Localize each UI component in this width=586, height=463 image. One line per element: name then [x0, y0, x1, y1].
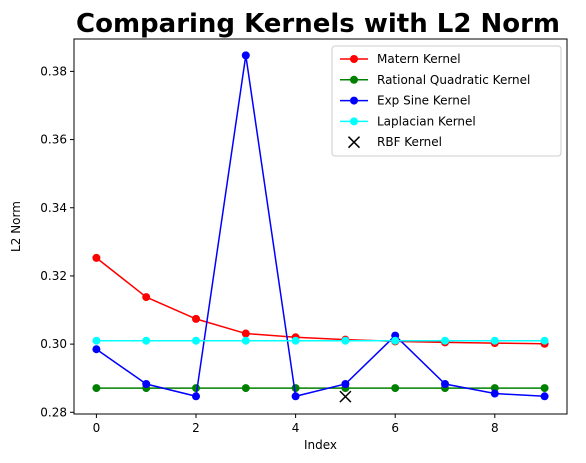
legend-marker-exp-sine-kernel	[350, 96, 358, 105]
legend-label-matern-kernel: Matern Kernel	[377, 52, 461, 66]
data-point-matern-kernel	[241, 329, 250, 338]
x-axis: 0 2 4 6 8	[93, 414, 499, 435]
data-point-exp-sine-kernel	[192, 392, 201, 401]
data-point-exp-sine-kernel	[440, 380, 449, 388]
data-point-rbf-kernel	[339, 390, 352, 403]
y-axis: 0.28 0.30 0.32 0.34 0.36 0.38	[40, 64, 74, 419]
plot-frame	[73, 38, 568, 415]
data-point-laplacian-kernel	[192, 336, 201, 345]
data-point-laplacian-kernel	[490, 336, 499, 345]
data-point-matern-kernel	[192, 314, 201, 323]
legend-item-rational-quadratic-kernel: Rational Quadratic Kernel	[340, 73, 530, 87]
data-point-exp-sine-kernel	[142, 380, 151, 388]
legend-item-rbf-kernel: RBF Kernel	[347, 135, 442, 149]
legend-marker-rbf-kernel	[347, 136, 361, 149]
data-point-rational-quadratic-kernel	[291, 384, 300, 393]
chart-title: Comparing Kernels with L2 Norm	[76, 9, 560, 39]
y-tick-label: 0.32	[40, 269, 67, 283]
y-tick-label: 0.30	[40, 337, 67, 351]
data-point-exp-sine-kernel	[540, 392, 549, 401]
x-tick-label: 4	[292, 421, 300, 435]
data-point-laplacian-kernel	[291, 336, 300, 345]
legend-label-rational-quadratic-kernel: Rational Quadratic Kernel	[377, 73, 530, 87]
data-point-laplacian-kernel	[440, 336, 449, 345]
y-axis-label: L2 Norm	[9, 201, 23, 252]
y-tick-label: 0.36	[40, 133, 67, 147]
data-point-exp-sine-kernel	[490, 389, 499, 398]
x-tick-label: 6	[391, 421, 399, 435]
plot-marks	[92, 51, 549, 403]
data-point-laplacian-kernel	[540, 336, 549, 345]
data-point-laplacian-kernel	[341, 336, 350, 345]
data-point-matern-kernel	[142, 293, 151, 302]
data-point-laplacian-kernel	[142, 336, 151, 345]
x-tick-label: 2	[192, 421, 200, 435]
x-tick-label: 8	[491, 421, 499, 435]
legend-box	[331, 45, 562, 157]
data-point-exp-sine-kernel	[92, 345, 101, 354]
legend-marker-matern-kernel	[350, 55, 358, 63]
series-line-exp-sine-kernel	[95, 55, 545, 398]
data-point-laplacian-kernel	[92, 336, 101, 345]
legend-marker-rational-quadratic-kernel	[350, 75, 358, 84]
series-line-matern-kernel	[95, 257, 545, 345]
y-tick-label: 0.34	[40, 201, 67, 215]
data-point-exp-sine-kernel	[241, 51, 250, 60]
data-point-exp-sine-kernel	[341, 380, 350, 388]
x-axis-label: Index	[304, 438, 337, 452]
data-point-rational-quadratic-kernel	[192, 384, 201, 393]
legend-marker-laplacian-kernel	[350, 117, 358, 126]
data-point-rational-quadratic-kernel	[540, 384, 549, 393]
legend-item-laplacian-kernel: Laplacian Kernel	[340, 114, 476, 128]
x-tick-label: 0	[93, 421, 101, 435]
legend-item-exp-sine-kernel: Exp Sine Kernel	[340, 94, 471, 108]
data-point-exp-sine-kernel	[291, 392, 300, 401]
data-point-rational-quadratic-kernel	[391, 384, 400, 393]
data-point-laplacian-kernel	[391, 336, 400, 345]
data-point-matern-kernel	[92, 253, 101, 262]
data-point-laplacian-kernel	[241, 336, 250, 345]
legend-item-matern-kernel: Matern Kernel	[340, 52, 461, 66]
data-point-rational-quadratic-kernel	[92, 384, 101, 393]
y-tick-label: 0.28	[40, 405, 67, 419]
data-point-rational-quadratic-kernel	[241, 384, 250, 393]
legend-label-laplacian-kernel: Laplacian Kernel	[377, 114, 476, 128]
legend: Matern Kernel Rational Quadratic Kernel Ex…	[331, 45, 562, 157]
legend-label-rbf-kernel: RBF Kernel	[377, 135, 442, 149]
legend-label-exp-sine-kernel: Exp Sine Kernel	[377, 94, 471, 108]
y-tick-label: 0.38	[40, 64, 67, 78]
